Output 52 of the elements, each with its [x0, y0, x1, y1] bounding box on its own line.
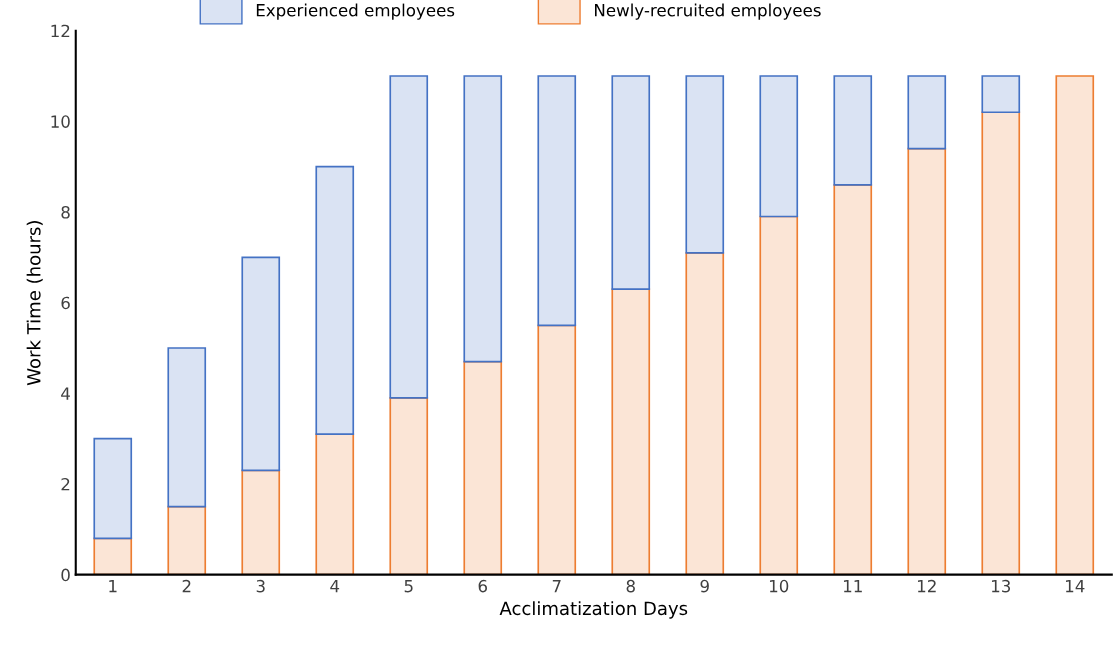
x-tick-label: 1 [109, 580, 117, 593]
bar [833, 183, 873, 575]
x-tick-label: 10 [769, 579, 789, 593]
x-tick-label: 14 [1066, 580, 1085, 593]
bar [315, 165, 355, 435]
bar [759, 215, 799, 575]
bar [685, 251, 725, 575]
y-axis-title: Work Time (hours) [26, 221, 43, 386]
bar [389, 397, 429, 575]
legend-label: Newly-recruited employees [595, 3, 821, 20]
y-tick-label: 8 [61, 205, 70, 219]
bar [907, 147, 947, 575]
bar [759, 75, 799, 218]
y-tick-label: 6 [61, 296, 70, 310]
x-tick-label: 11 [843, 580, 862, 593]
bar [167, 505, 207, 575]
bar [685, 75, 725, 254]
x-tick-label: 13 [992, 579, 1011, 593]
bar [981, 75, 1021, 114]
x-tick-label: 12 [917, 579, 936, 593]
x-tick-label: 6 [478, 579, 488, 593]
x-tick-label: 4 [330, 580, 340, 593]
x-tick-label: 2 [182, 579, 191, 593]
bar [93, 437, 133, 540]
x-axis-title: Acclimatization Days [499, 601, 688, 619]
bar [315, 433, 355, 575]
bar [463, 360, 503, 575]
bar [389, 75, 429, 399]
bar [611, 288, 651, 575]
x-tick-label: 9 [700, 579, 709, 593]
bar [981, 111, 1021, 575]
bar [611, 75, 651, 290]
bar [907, 75, 947, 150]
bar [241, 256, 281, 472]
bar [93, 537, 133, 575]
x-tick-label: 3 [256, 579, 265, 593]
y-tick-label: 4 [61, 387, 70, 400]
bar [1055, 75, 1095, 575]
legend-label: Experienced employees [256, 3, 455, 20]
bar [537, 324, 577, 575]
x-tick-label: 7 [552, 580, 561, 593]
y-tick-label: 2 [61, 477, 70, 491]
y-tick-label: 10 [51, 115, 70, 128]
bar [241, 469, 281, 575]
y-tick-label: 0 [61, 568, 70, 582]
bar [833, 75, 873, 186]
x-tick-label: 5 [404, 580, 413, 593]
bar [537, 75, 577, 327]
y-tick-label: 12 [51, 24, 70, 38]
bar [167, 347, 207, 508]
x-tick-label: 8 [626, 579, 635, 593]
bar [463, 75, 503, 363]
